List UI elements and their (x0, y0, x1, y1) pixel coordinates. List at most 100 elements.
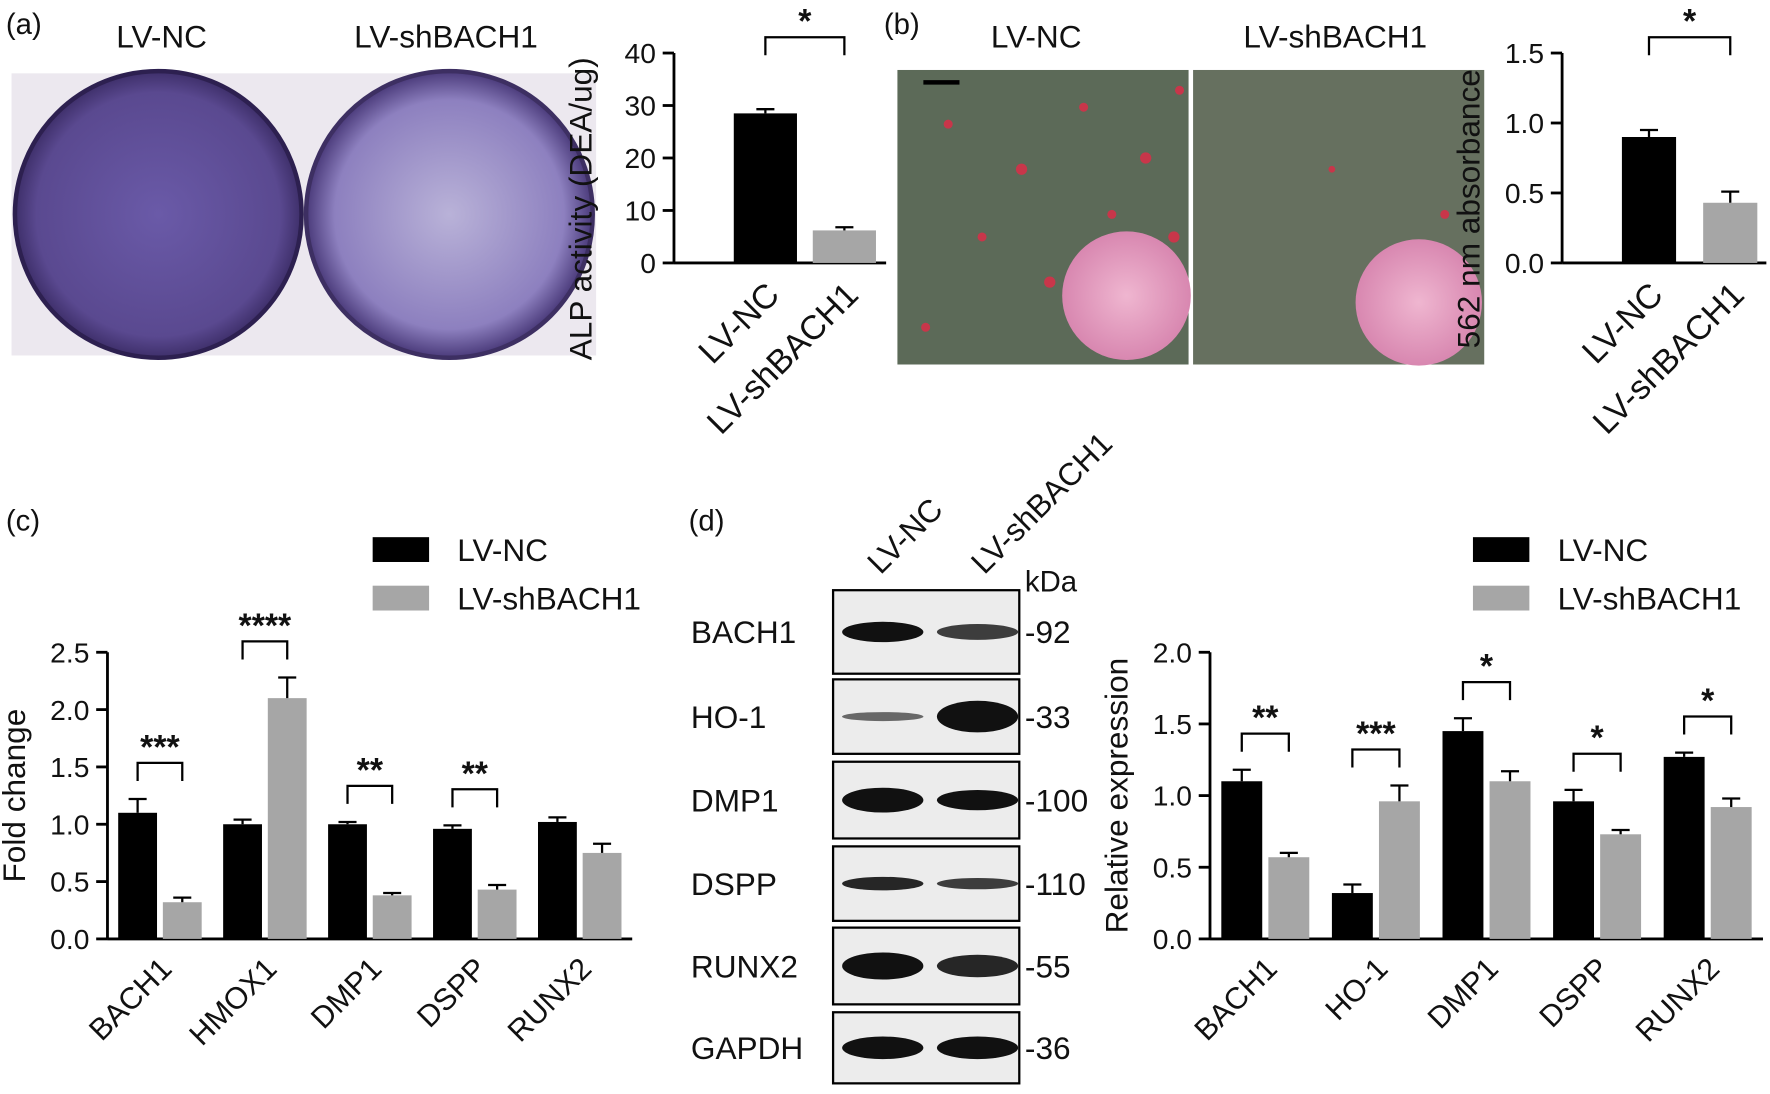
bar (733, 113, 797, 263)
x-tick-label: HO-1 (1319, 951, 1394, 1026)
significance-bracket (346, 784, 394, 804)
blot-band (936, 954, 1019, 978)
bar (1703, 202, 1758, 263)
lane-label: LV-shBACH1 (964, 425, 1119, 580)
photo-label: LV-shBACH1 (1243, 18, 1427, 54)
bar (433, 828, 472, 939)
bar (1221, 781, 1263, 939)
x-tick-label: RUNX2 (1629, 951, 1726, 1048)
significance-label: * (798, 3, 812, 41)
stained-well (1062, 231, 1191, 360)
x-tick-label: HMOX1 (183, 951, 284, 1052)
panel-label: (a) (6, 8, 42, 41)
bar (372, 895, 412, 939)
y-tick-label: 1.0 (1153, 780, 1192, 812)
y-tick-label: 40 (625, 37, 656, 69)
significance-label: *** (140, 728, 180, 766)
bar (1663, 756, 1705, 939)
photo-label: LV-NC (991, 18, 1082, 54)
panel-label: (c) (6, 504, 40, 537)
bar (267, 698, 307, 939)
x-tick-label: BACH1 (1188, 951, 1284, 1047)
significance-bracket (1351, 748, 1401, 768)
legend-label: LV-shBACH1 (457, 580, 641, 616)
significance-bracket (764, 36, 846, 56)
blot-band (936, 877, 1019, 890)
protein-label: DSPP (691, 866, 777, 902)
x-tick-label: DSPP (411, 951, 494, 1034)
y-tick-label: 1.5 (1153, 708, 1192, 740)
y-axis-label: ALP activity (DEA/ug) (563, 57, 599, 360)
significance-label: * (1590, 719, 1604, 757)
bar (477, 889, 517, 939)
protein-label: RUNX2 (691, 948, 798, 984)
significance-bracket (1461, 680, 1512, 701)
blot-band (842, 1036, 924, 1060)
bar (328, 824, 367, 939)
size-marker: -55 (1025, 948, 1071, 984)
y-tick-label: 2.0 (1153, 636, 1192, 668)
bar (1268, 857, 1310, 939)
significance-label: ** (1252, 699, 1279, 737)
bar (1710, 807, 1752, 939)
protein-label: BACH1 (691, 614, 796, 650)
significance-label: * (1480, 648, 1494, 686)
significance-bracket (1572, 752, 1622, 772)
y-tick-label: 20 (625, 142, 656, 174)
x-tick-label: DSPP (1533, 951, 1616, 1034)
blot-band (842, 621, 924, 643)
bar (162, 902, 202, 939)
culture-dish (303, 68, 595, 360)
y-tick-label: 0 (640, 247, 656, 279)
unit-label: kDa (1025, 565, 1078, 598)
x-tick-label: DMP1 (304, 951, 388, 1035)
bar (1331, 893, 1373, 939)
protein-label: DMP1 (691, 782, 779, 818)
photo-label: LV-NC (116, 18, 207, 54)
significance-label: ** (357, 751, 384, 789)
bar (223, 824, 262, 939)
protein-label: GAPDH (691, 1030, 803, 1066)
blot-band (936, 624, 1019, 640)
significance-bracket (1647, 36, 1732, 56)
y-tick-label: 30 (625, 90, 656, 122)
bar (812, 230, 876, 263)
y-tick-label: 2.0 (50, 694, 89, 726)
bar (582, 852, 622, 939)
x-tick-label: RUNX2 (501, 951, 598, 1048)
size-marker: -92 (1025, 614, 1071, 650)
y-tick-label: 0.5 (1505, 177, 1544, 209)
significance-bracket (136, 761, 184, 781)
bar (1378, 801, 1420, 939)
legend-swatch (372, 537, 430, 562)
y-axis-label: Fold change (0, 709, 32, 883)
y-tick-label: 0.5 (1153, 851, 1192, 883)
culture-dish (12, 68, 304, 360)
protein-label: HO-1 (691, 699, 766, 735)
y-tick-label: 0.0 (50, 923, 89, 955)
significance-label: ** (462, 755, 489, 793)
panel-label: (d) (689, 504, 725, 537)
y-tick-label: 2.5 (50, 636, 89, 668)
y-axis-label: 562 nm absorbance (1451, 69, 1487, 348)
significance-bracket (241, 640, 289, 660)
significance-bracket (1683, 715, 1733, 735)
significance-label: **** (239, 607, 293, 645)
size-marker: -33 (1025, 699, 1071, 735)
legend-swatch (1472, 585, 1530, 611)
panel-label: (b) (884, 8, 920, 41)
bar (1442, 731, 1484, 939)
x-tick-label: DMP1 (1421, 951, 1505, 1035)
y-tick-label: 0.0 (1505, 247, 1544, 279)
legend-label: LV-NC (1558, 532, 1649, 568)
bar (1621, 136, 1677, 263)
legend-label: LV-NC (457, 532, 548, 568)
lane-label: LV-NC (860, 491, 950, 581)
y-tick-label: 0.0 (1153, 923, 1192, 955)
blot-band (842, 876, 924, 891)
y-axis-label: Relative expression (1099, 658, 1135, 934)
y-tick-label: 1.0 (1505, 107, 1544, 139)
blot-band (842, 952, 924, 980)
significance-label: * (1701, 682, 1715, 720)
blot-band (936, 789, 1019, 811)
